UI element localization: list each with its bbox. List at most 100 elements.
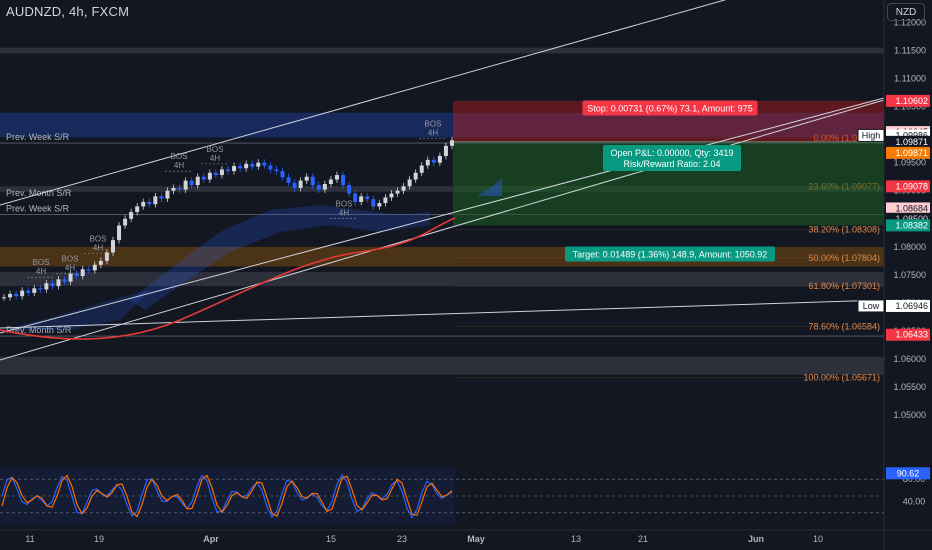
time-tick: 11	[25, 534, 34, 544]
bos-label: BOS	[62, 254, 79, 263]
price-label: 1.08382	[895, 220, 928, 230]
candle-body	[425, 159, 430, 166]
candle-body	[213, 172, 218, 176]
candle-body	[347, 185, 352, 194]
oscillator-tick: 40.00	[903, 497, 926, 507]
price-label-bg	[886, 299, 930, 312]
candle-body	[383, 197, 388, 204]
candle-body	[389, 193, 394, 198]
fib-label: 78.60% (1.06584)	[808, 321, 880, 331]
oscillator-value-bg	[886, 467, 930, 480]
cloud-area	[130, 205, 430, 310]
candle-body	[443, 145, 448, 156]
candle-body	[68, 273, 73, 282]
price-tick: 1.09500	[893, 158, 926, 168]
candle-body	[395, 190, 400, 194]
position-info-label: Risk/Reward Ratio: 2.04	[623, 159, 720, 169]
candle-body	[141, 201, 146, 207]
time-tick: 13	[571, 534, 581, 544]
candle-body	[232, 166, 237, 172]
candle-body	[56, 279, 61, 287]
price-tick: 1.05000	[893, 410, 926, 420]
bos-label: BOS	[336, 199, 353, 208]
position-info-label-box	[603, 145, 741, 171]
bos-label: 4H	[428, 129, 438, 138]
sr-zone-label: Prev. Month S/R	[6, 188, 72, 198]
candle-body	[322, 184, 327, 190]
price-label-bg	[886, 94, 930, 107]
candle-body	[117, 225, 122, 241]
candle-body	[250, 163, 255, 167]
candle-body	[334, 175, 339, 180]
candle-body	[32, 288, 37, 293]
candle-body	[226, 169, 230, 172]
candle-body	[431, 159, 436, 163]
candle-body	[207, 172, 212, 180]
sr-line-label: Prev. Week S/R	[6, 203, 70, 213]
candle-body	[195, 176, 200, 186]
candle-body	[159, 196, 164, 199]
bos-label: 4H	[65, 263, 75, 272]
fib-label: 38.20% (1.08308)	[808, 225, 880, 235]
candle-body	[316, 185, 321, 190]
time-tick: 15	[326, 534, 336, 544]
currency-selector[interactable]: NZD	[887, 3, 925, 21]
candle-body	[359, 196, 364, 202]
candle-body	[304, 176, 309, 181]
price-label: 1.10602	[895, 96, 928, 106]
price-label-bg	[886, 146, 930, 159]
sr-zone	[0, 186, 884, 192]
cloud-area	[0, 290, 150, 330]
price-tag-bg	[857, 128, 885, 142]
bos-label: BOS	[33, 258, 50, 267]
candle-body	[26, 290, 31, 293]
candle-body	[129, 212, 134, 219]
sr-zone	[0, 272, 884, 287]
candle-body	[171, 187, 176, 191]
candle-body	[8, 293, 13, 298]
price-axis	[884, 0, 932, 550]
fib-label: 50.00% (1.07804)	[808, 253, 880, 263]
bos-label: BOS	[171, 152, 188, 161]
candle-body	[292, 182, 297, 188]
candle-body	[328, 179, 333, 184]
candle-body	[286, 177, 291, 183]
candle-body	[38, 288, 43, 290]
candle-body	[419, 165, 424, 173]
price-label-bg	[886, 180, 930, 193]
sr-line-label: Prev. Week S/R	[6, 132, 70, 142]
candle-body	[244, 163, 249, 169]
price-label: 1.08684	[895, 203, 928, 213]
candle-body	[219, 169, 224, 176]
candle-body	[365, 196, 370, 200]
oscillator-value: 90.62	[897, 468, 920, 478]
price-label-bg	[886, 135, 930, 148]
candle-body	[62, 279, 67, 282]
candle-body	[20, 290, 25, 297]
sr-zone	[0, 47, 884, 54]
candle-body	[262, 162, 267, 166]
candle-body	[183, 180, 188, 190]
candle-body	[80, 269, 85, 276]
symbol-title[interactable]: AUDNZD, 4h, FXCM	[6, 4, 130, 19]
candle-body	[165, 190, 170, 199]
candle-body	[74, 273, 79, 276]
candle-body	[201, 176, 206, 180]
bos-label: 4H	[339, 208, 349, 217]
candle-body	[2, 297, 6, 299]
trend-line	[0, 0, 727, 206]
price-tick: 1.08000	[893, 242, 926, 252]
candle-body	[377, 203, 382, 207]
price-tag-bg	[857, 299, 885, 313]
price-label: 1.09078	[895, 181, 928, 191]
candle-body	[353, 193, 358, 202]
trend-line	[0, 97, 885, 334]
price-label-bg	[886, 328, 930, 341]
target-label-box	[565, 246, 775, 262]
candle-body	[104, 252, 109, 261]
projection-path	[478, 178, 502, 196]
time-tick: May	[467, 534, 485, 544]
candle-body	[86, 269, 91, 271]
price-tick: 1.05500	[893, 382, 926, 392]
